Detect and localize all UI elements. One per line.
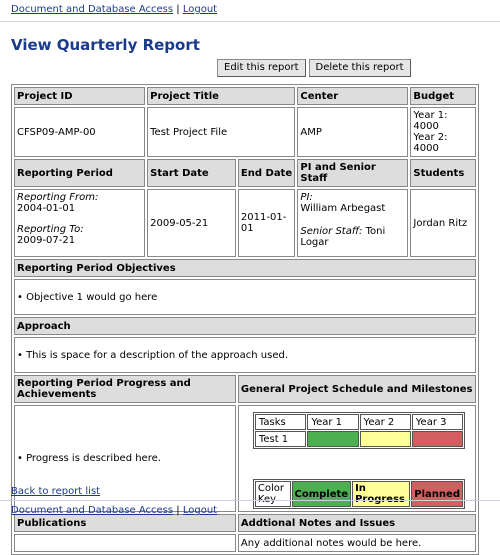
reporting-to-label: Reporting To: [17,224,84,235]
year1-header: Year 1 [307,414,359,430]
end-date-value: 2011-01-01 [237,189,296,257]
report-table: Project ID Project Title Center Budget C… [11,84,479,555]
project-id-header: Project ID [14,87,146,105]
color-key: Color Key Complete In Progress Planned [252,479,465,509]
schedule-header: General Project Schedule and Milestones [237,375,476,403]
key-complete: Complete [291,481,352,507]
logout-link-bottom[interactable]: Logout [182,505,218,516]
top-divider [0,21,500,22]
year1-status-complete [307,431,359,447]
delete-report-button[interactable]: Delete this report [308,59,411,77]
reporting-period-value: Reporting From: 2004-01-01 Reporting To:… [14,189,146,257]
year3-status-planned [411,431,463,447]
pi-staff-value: PI: William Arbegast Senior Staff: Toni … [297,189,409,257]
progress-header: Reporting Period Progress and Achievemen… [14,375,236,403]
year3-header: Year 3 [411,414,463,430]
docs-db-access-link[interactable]: Document and Database Access [11,4,174,15]
schedule-table: Tasks Year 1 Year 2 Year 3 Test 1 [252,412,465,449]
reporting-to-value: 2009-07-21 [17,235,76,246]
reporting-period-header: Reporting Period [14,159,146,187]
budget-value: Year 1: 4000 Year 2: 4000 [410,107,476,157]
year2-header: Year 2 [359,414,411,430]
project-title-value: Test Project File [147,107,296,157]
senior-staff-name: Toni Logar [300,226,386,248]
approach-value: • This is space for a description of the… [14,337,476,373]
top-nav: Document and Database Access | Logout [11,4,217,15]
docs-db-access-link-bottom[interactable]: Document and Database Access [11,505,174,516]
start-date-value: 2009-05-21 [147,189,236,257]
center-header: Center [297,87,409,105]
bottom-nav: Document and Database Access | Logout [11,505,217,516]
key-planned: Planned [411,481,463,507]
back-to-report-list-link[interactable]: Back to report list [11,486,101,497]
report-actions: Edit this report Delete this report [217,59,411,77]
end-date-header: End Date [237,159,296,187]
students-value: Jordan Ritz [410,189,476,257]
reporting-from-value: 2004-01-01 [17,203,76,214]
objectives-header: Reporting Period Objectives [14,259,476,277]
logout-link[interactable]: Logout [182,4,218,15]
reporting-from-label: Reporting From: [17,192,99,203]
budget-header: Budget [410,87,476,105]
senior-staff-label: Senior Staff: [300,226,363,237]
pi-label: PI: [300,192,313,203]
budget-year2: Year 2: 4000 [413,132,448,154]
year2-status-in-progress [359,431,411,447]
publications-header: Publications [14,514,236,532]
tasks-header: Tasks [254,414,307,430]
students-header: Students [410,159,476,187]
notes-header: Addtional Notes and Issues [237,514,476,532]
project-id-value: CFSP09-AMP-00 [14,107,146,157]
key-in-progress: In Progress [352,481,411,507]
pi-name: William Arbegast [300,203,386,214]
notes-value: Any additional notes would be here. [237,534,476,552]
page-title: View Quarterly Report [11,36,200,54]
objectives-value: • Objective 1 would go here [14,279,476,315]
nav-separator: | [176,4,180,15]
color-key-label: Color Key [254,481,291,507]
bottom-divider [0,500,500,501]
budget-year1: Year 1: 4000 [413,110,448,132]
edit-report-button[interactable]: Edit this report [217,59,306,77]
progress-value: • Progress is described here. [14,405,236,512]
start-date-header: Start Date [147,159,236,187]
center-value: AMP [297,107,409,157]
nav-separator-bottom: | [176,505,180,516]
approach-header: Approach [14,317,476,335]
publications-value [14,534,236,552]
project-title-header: Project Title [147,87,296,105]
pi-staff-header: PI and Senior Staff [297,159,409,187]
schedule-cell: Tasks Year 1 Year 2 Year 3 Test 1 Color … [237,405,476,512]
task-name: Test 1 [254,431,307,447]
